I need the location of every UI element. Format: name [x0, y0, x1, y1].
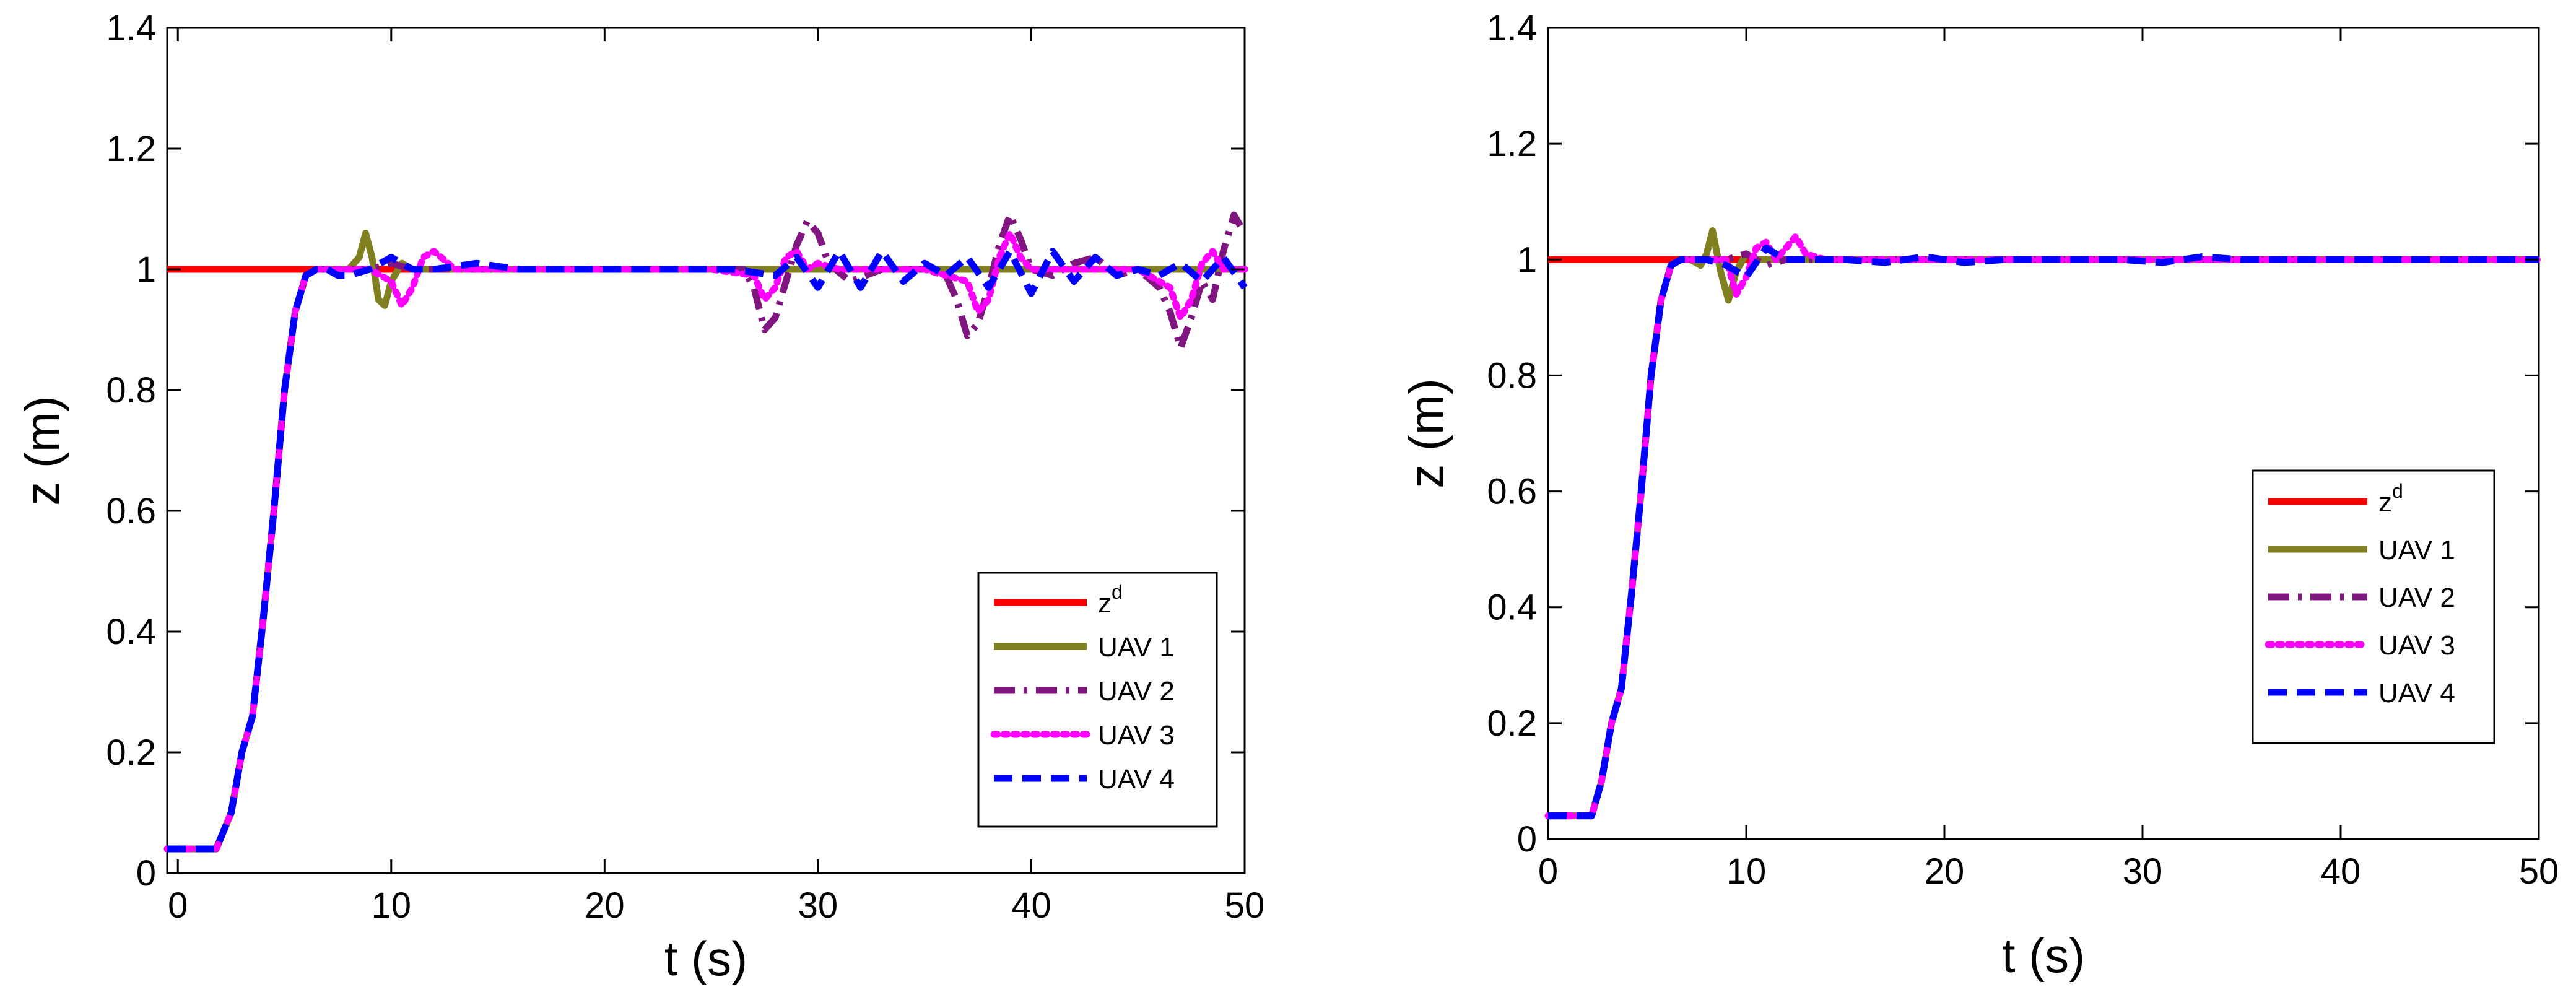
legend-label-superscript: d — [2392, 480, 2403, 502]
legend-label-uav-4-left: UAV 4 — [1098, 764, 1175, 794]
x-tick-label-left: 40 — [1011, 885, 1051, 926]
y-tick-label-right: 0.6 — [1487, 472, 1537, 512]
legend-label-uav-2-right: UAV 2 — [2378, 583, 2455, 613]
y-tick-label-left: 0.8 — [106, 370, 156, 411]
legend-label-zd-left: zd — [1098, 581, 1123, 619]
y-axis-label-left: z (m) — [15, 396, 69, 506]
x-tick-label-left: 10 — [372, 885, 412, 926]
y-tick-label-right: 0 — [1517, 819, 1537, 859]
y-tick-label-left: 0.4 — [106, 612, 156, 652]
legend-left: zd UAV 1 UAV 2 UAV 3 UAV 4 — [977, 572, 1218, 828]
legend-label-uav-1-left: UAV 1 — [1098, 632, 1175, 663]
x-tick-label-right: 20 — [1925, 851, 1965, 892]
x-axis-label-right: t (s) — [2002, 928, 2085, 983]
y-tick-label-right: 1 — [1517, 240, 1537, 280]
chart-left: 0 10 20 30 40 50 0 0.2 0.4 0.6 0.8 1 1.2 1.4 t (s) z … — [15, 8, 1264, 986]
legend-label-text: UAV 3 — [1098, 720, 1175, 750]
ticks-layer-right: 0 10 20 30 40 50 0 0.2 0.4 0.6 0.8 1 1.2 1.4 — [1487, 8, 2559, 892]
series-line-uav-4-right — [1548, 245, 2539, 820]
legend-box-left — [977, 572, 1218, 828]
legend-label-zd-right: zd — [2378, 480, 2403, 518]
y-tick-label-left: 0.2 — [106, 733, 156, 773]
x-tick-label-right: 10 — [1726, 851, 1767, 892]
y-tick-label-right: 0.8 — [1487, 355, 1537, 396]
legend-label-uav-2-left: UAV 2 — [1098, 676, 1175, 707]
legend-label-superscript: d — [1112, 581, 1123, 603]
series-layer-right — [1544, 227, 2543, 820]
legend-label-uav-4-right: UAV 4 — [2378, 678, 2455, 708]
legend-label-text: UAV 2 — [1098, 676, 1175, 707]
legend-label-uav-3-right: UAV 3 — [2378, 630, 2455, 661]
chart-right: 0 10 20 30 40 50 0 0.2 0.4 0.6 0.8 1 1.2 1.4 t (s) z … — [1399, 8, 2559, 983]
legend-label-text: z — [2378, 487, 2392, 518]
series-layer-left — [163, 211, 1248, 853]
series-line-uav-4-left — [167, 248, 1248, 853]
x-tick-label-right: 30 — [2123, 851, 2163, 892]
legend-label-text: z — [1098, 588, 1112, 619]
x-tick-label-left: 30 — [798, 885, 838, 926]
y-tick-label-right: 1.2 — [1487, 124, 1537, 164]
x-tick-label-right: 50 — [2519, 851, 2559, 892]
x-tick-label-right: 40 — [2321, 851, 2361, 892]
y-tick-label-left: 1 — [136, 250, 156, 290]
legend-box-right — [2252, 469, 2496, 744]
legend-label-text: UAV 2 — [2378, 583, 2455, 613]
x-tick-label-left: 50 — [1225, 885, 1265, 926]
x-tick-label-left: 0 — [168, 885, 188, 926]
x-tick-label-right: 0 — [1538, 851, 1558, 892]
legend-label-text: UAV 1 — [2378, 535, 2455, 565]
legend-label-text: UAV 4 — [2378, 678, 2455, 708]
y-tick-label-left: 1.4 — [106, 8, 156, 48]
y-tick-label-right: 0.2 — [1487, 703, 1537, 744]
y-tick-label-left: 0 — [136, 853, 156, 893]
series-line-uav-3-left — [163, 230, 1248, 853]
legend-label-text: UAV 3 — [2378, 630, 2455, 661]
legend-label-uav-1-right: UAV 1 — [2378, 535, 2455, 565]
ticks-layer-left: 0 10 20 30 40 50 0 0.2 0.4 0.6 0.8 1 1.2 1.4 — [106, 8, 1264, 926]
y-tick-label-left: 1.2 — [106, 129, 156, 169]
legend-label-uav-3-left: UAV 3 — [1098, 720, 1175, 750]
legend-label-text: UAV 4 — [1098, 764, 1175, 794]
y-axis-label-right: z (m) — [1399, 378, 1453, 489]
x-axis-label-left: t (s) — [664, 931, 747, 986]
x-tick-label-left: 20 — [585, 885, 625, 926]
legend-label-text: UAV 1 — [1098, 632, 1175, 663]
y-tick-label-right: 0.4 — [1487, 588, 1537, 628]
y-tick-label-left: 0.6 — [106, 491, 156, 531]
y-tick-label-right: 1.4 — [1487, 8, 1537, 48]
legend-right: zd UAV 1 UAV 2 UAV 3 UAV 4 — [2252, 469, 2496, 744]
